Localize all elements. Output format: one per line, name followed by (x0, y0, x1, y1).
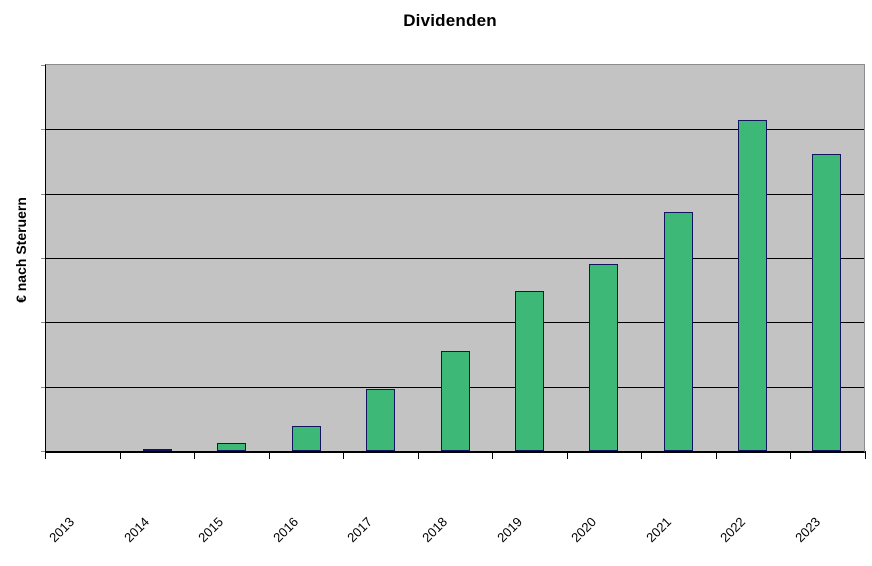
x-axis-tick (865, 451, 866, 459)
x-axis-tick (566, 451, 568, 459)
y-axis-tick (41, 129, 45, 131)
x-axis-tick (194, 451, 196, 459)
x-axis-label-2020: 2020 (568, 514, 600, 546)
bar-2020 (589, 263, 619, 451)
gridline (46, 258, 864, 259)
bar-2016 (291, 425, 321, 451)
x-axis-label-2019: 2019 (493, 514, 525, 546)
bar-2015 (217, 442, 247, 451)
x-axis-tick (492, 451, 494, 459)
chart-title: Dividenden (403, 11, 497, 30)
x-axis-tick (268, 451, 270, 459)
bar-2018 (440, 350, 470, 451)
y-axis-tick (41, 386, 45, 388)
bar-2021 (663, 212, 693, 451)
x-axis-tick (417, 451, 419, 459)
y-axis-tick (41, 65, 45, 66)
x-axis-label-2016: 2016 (270, 514, 302, 546)
gridline (46, 193, 864, 195)
bar-2017 (366, 389, 396, 451)
x-axis-tick (119, 451, 121, 459)
x-axis-tick (715, 451, 717, 459)
x-axis-label-2023: 2023 (791, 514, 823, 546)
x-axis-label-2014: 2014 (120, 514, 152, 546)
plot-area (45, 64, 865, 453)
x-axis-tick (45, 451, 46, 459)
y-axis-label: € nach Steruern (13, 197, 29, 303)
bar-2023 (812, 154, 842, 451)
x-axis-tick (790, 451, 792, 459)
y-axis-tick (41, 451, 45, 452)
gridline (46, 322, 864, 324)
y-axis-tick (41, 322, 45, 324)
gridline (46, 129, 864, 131)
y-axis-tick (41, 258, 45, 259)
x-axis-tick (343, 451, 345, 459)
x-axis-label-2018: 2018 (419, 514, 451, 546)
x-axis-tick (641, 451, 643, 459)
x-axis-label-2015: 2015 (195, 514, 227, 546)
y-axis-tick (41, 193, 45, 195)
bar-2014 (143, 449, 173, 451)
bar-2019 (514, 291, 544, 451)
bar-2022 (737, 119, 767, 451)
x-axis-label-2013: 2013 (46, 514, 78, 546)
x-axis-label-2021: 2021 (642, 514, 674, 546)
x-axis-label-2022: 2022 (717, 514, 749, 546)
x-axis-label-2017: 2017 (344, 514, 376, 546)
